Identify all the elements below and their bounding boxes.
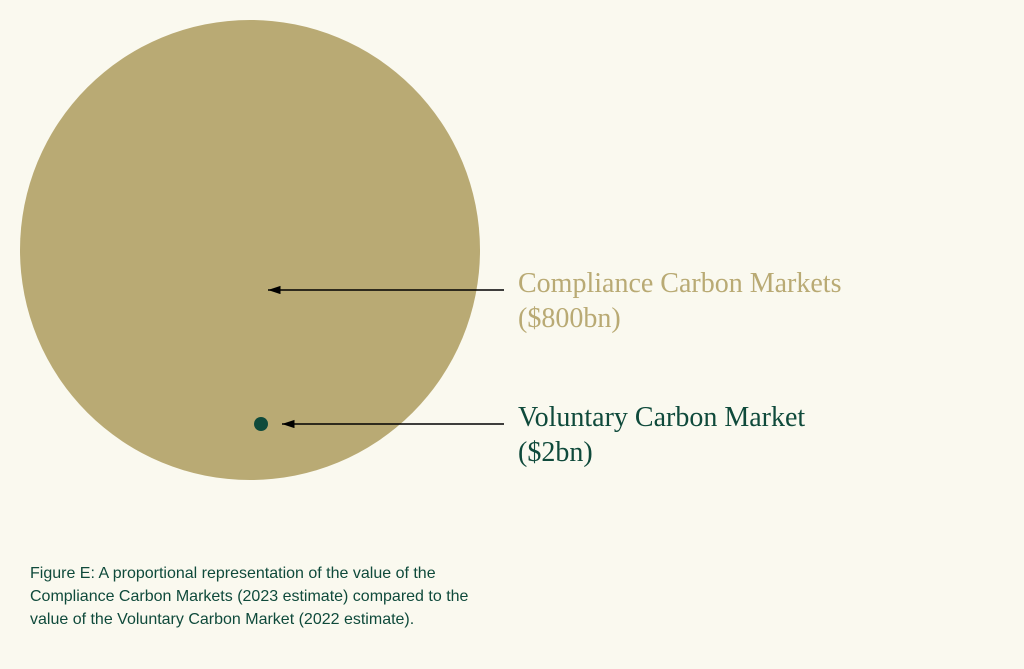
voluntary-label: Voluntary Carbon Market ($2bn) <box>518 400 805 470</box>
voluntary-dot <box>254 417 268 431</box>
figure-stage: Compliance Carbon Markets ($800bn) Volun… <box>0 0 1024 669</box>
voluntary-label-line2: ($2bn) <box>518 437 593 468</box>
figure-caption: Figure E: A proportional representation … <box>30 562 500 632</box>
compliance-label-line1: Compliance Carbon Markets <box>518 268 841 299</box>
voluntary-label-line1: Voluntary Carbon Market <box>518 402 805 433</box>
compliance-label: Compliance Carbon Markets ($800bn) <box>518 266 841 336</box>
compliance-circle <box>20 20 480 480</box>
compliance-label-line2: ($800bn) <box>518 303 621 334</box>
